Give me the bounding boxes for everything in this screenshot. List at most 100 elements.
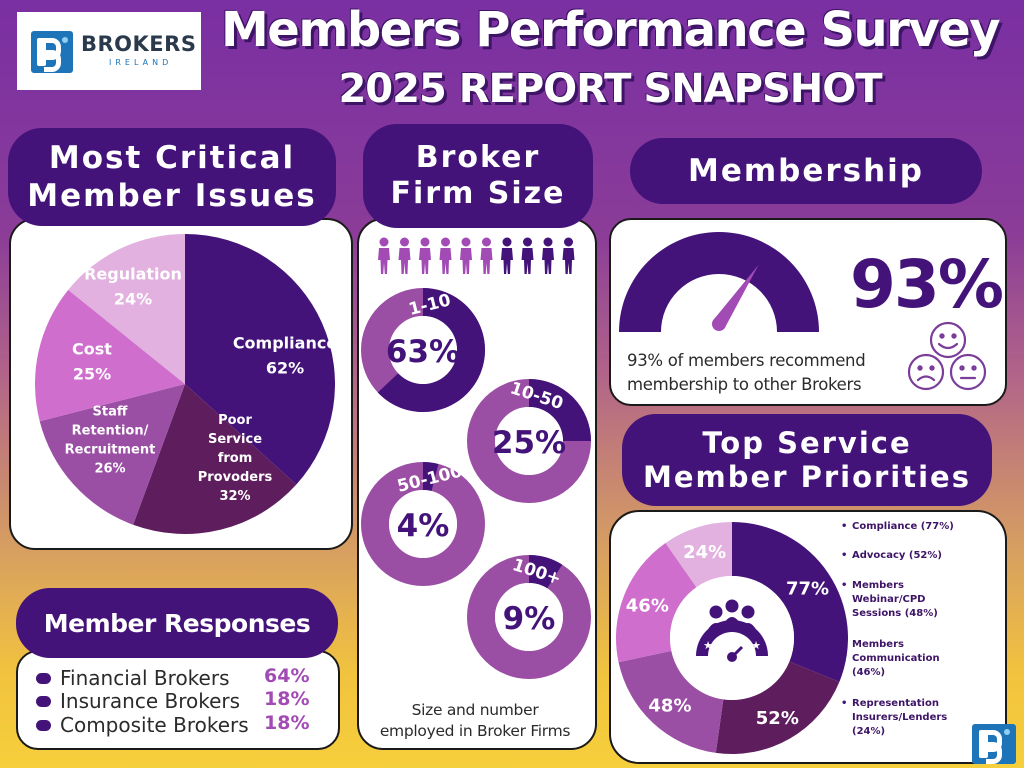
priority-slice-label: 48% (648, 696, 691, 717)
firm-size-heading-line2: Firm Size (390, 176, 566, 211)
person-icon (521, 237, 534, 274)
firm-size-value: 25% (492, 425, 566, 461)
membership-text: 93% of members recommend membership to o… (627, 349, 866, 397)
response-label: Composite Brokers (60, 713, 249, 737)
response-value: 18% (264, 712, 310, 734)
membership-text-line2: membership to other Brokers (627, 375, 862, 394)
priority-list-item: Members Webinar/CPD Sessions (48%) (841, 579, 938, 621)
priorities-heading-line2: Member Priorities (643, 460, 971, 494)
priority-slice-label: 77% (786, 578, 829, 599)
issues-slice (35, 289, 186, 422)
person-icon (439, 237, 452, 274)
firm-size-ring-fill (423, 462, 439, 492)
priority-list-item: Compliance (77%) (841, 520, 954, 534)
bullet-icon (36, 695, 51, 707)
priority-list-item-line: (46%) (852, 667, 886, 678)
bullet-icon (36, 672, 51, 684)
priority-slice (665, 522, 732, 588)
firm-size-ring-fill (529, 555, 563, 589)
issues-slice-label: Poor Service from Provoders 32% (198, 413, 273, 504)
firm-size-ring-fill (377, 288, 485, 412)
membership-heading-text: Membership (687, 153, 925, 189)
priority-slice (616, 542, 697, 663)
priority-slice-label: 52% (756, 708, 799, 729)
bullet-icon (36, 719, 51, 731)
person-icon (378, 237, 390, 274)
issues-slice (185, 234, 336, 485)
firm-size-caption-line2: employed in Broker Firms (379, 722, 571, 740)
priority-list-item: Advocacy (52%) (841, 549, 942, 563)
priority-list-item: Members Communication (46%) (841, 638, 940, 680)
issues-slice (133, 384, 297, 534)
priorities-donut-chart: 77% 52% 48% 46% 24% ★ ★ ★ (616, 522, 848, 754)
priority-list-item-line: (24%) (852, 726, 886, 737)
logo-mark-icon (31, 31, 73, 73)
priority-list-item-line: Advocacy (52%) (852, 550, 942, 561)
response-label: Insurance Brokers (60, 689, 241, 713)
svg-text:★: ★ (703, 639, 713, 652)
priority-list-item-line: Sessions (48%) (852, 608, 938, 619)
member-responses-card (16, 650, 340, 750)
issues-slice-label: Cost 25% (72, 340, 112, 384)
critical-issues-heading: Most Critical Member Issues (8, 128, 336, 226)
priority-slice (715, 661, 840, 754)
priority-list-item-line: Members (852, 639, 904, 650)
firm-size-ring-fill (529, 379, 591, 441)
priority-slice-label: 46% (626, 596, 669, 617)
firm-size-heading-line1: Broker (415, 140, 541, 175)
person-icon (480, 237, 493, 274)
person-icon (562, 237, 575, 274)
member-responses-heading-text: Member Responses (43, 608, 311, 638)
issues-slice (68, 234, 185, 384)
response-row: Composite Brokers (36, 713, 249, 737)
firm-size-caption-line1: Size and number (411, 701, 539, 719)
firm-size-ring: 25%10-50 (467, 378, 591, 503)
firm-size-ring: 63%1-10 (361, 288, 485, 412)
firm-size-value: 63% (386, 334, 460, 370)
firm-size-value: 4% (397, 508, 450, 544)
people-row-icon (378, 237, 575, 274)
group-rating-icon: ★ ★ ★ (696, 599, 768, 662)
person-icon (460, 237, 472, 274)
membership-heading: Membership (630, 138, 982, 204)
issues-slice (39, 384, 185, 525)
critical-issues-heading-line2: Member Issues (27, 178, 317, 214)
logo-subtext: IRELAND (109, 58, 173, 67)
critical-issues-pie-chart: Compliance 62% Poor Service from Provoders 32%… (35, 234, 338, 534)
issues-slice-label: Regulation 24% (84, 265, 182, 309)
page-subtitle: 2025 REPORT SNAPSHOT (338, 66, 882, 112)
priority-list-item-line: Communication (852, 653, 940, 664)
member-responses-heading: Member Responses (16, 588, 338, 658)
person-icon (501, 237, 513, 274)
faces-icon (907, 321, 987, 391)
issues-slice-label: Staff Retention/Recruitment 26% (65, 405, 156, 477)
priority-list-item-line: Insurers/Lenders (852, 712, 948, 723)
gauge-arc (619, 232, 819, 332)
svg-text:★: ★ (751, 639, 761, 652)
response-value: 18% (264, 688, 310, 710)
response-row: Financial Brokers (36, 666, 230, 690)
brokers-ireland-logo: BROKERS IRELAND (17, 12, 201, 90)
person-icon (419, 237, 431, 274)
firm-size-ring: 4%50-100 (361, 461, 485, 586)
priority-slice (732, 522, 848, 682)
priority-slice-label: 24% (683, 542, 726, 563)
priority-list-item: Representation Insurers/Lenders (24%) (841, 697, 948, 739)
svg-text:★: ★ (727, 630, 737, 643)
membership-value: 93% (850, 246, 1004, 323)
response-value: 64% (264, 665, 310, 687)
response-label: Financial Brokers (60, 666, 230, 690)
page-title: Members Performance Survey (221, 2, 1000, 58)
membership-text-line1: 93% of members recommend (627, 351, 866, 370)
person-icon (398, 237, 411, 274)
gauge-needle (712, 264, 759, 328)
firm-size-heading: Broker Firm Size (363, 124, 593, 228)
priority-list-item-line: Compliance (77%) (852, 521, 954, 532)
person-icon (542, 237, 554, 274)
firm-size-caption: Size and number employed in Broker Firms (360, 700, 590, 742)
issues-slice-label: Compliance 62% (233, 334, 338, 378)
response-row: Insurance Brokers (36, 689, 240, 713)
priority-list-item-line: Representation (852, 698, 939, 709)
critical-issues-heading-line1: Most Critical (48, 140, 296, 176)
